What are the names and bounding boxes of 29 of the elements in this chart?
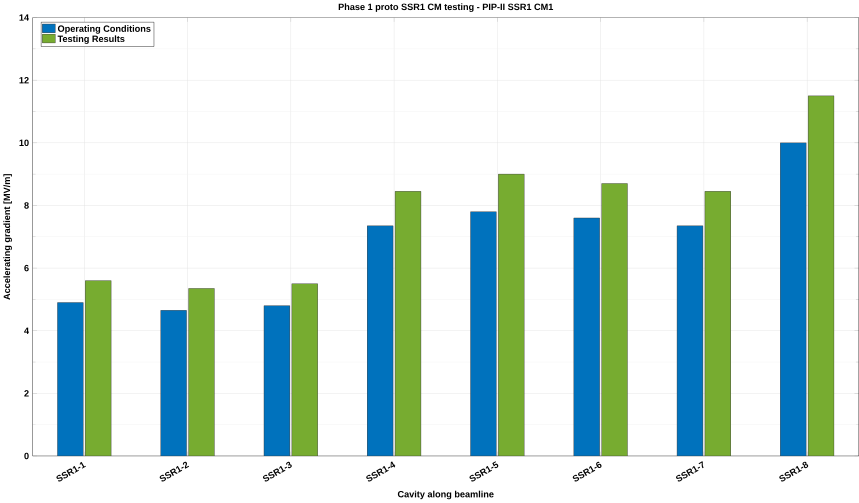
bar (264, 306, 290, 456)
bar (367, 226, 394, 456)
y-tick-label: 10 (19, 140, 29, 146)
bar (704, 191, 731, 456)
chart-title: Phase 1 proto SSR1 CM testing - PIP-II SSR1 CM1 (338, 4, 554, 12)
bar (188, 288, 215, 456)
bar (676, 226, 704, 456)
bar (780, 142, 806, 456)
y-tick-label: 6 (24, 265, 29, 272)
bar (601, 183, 628, 456)
bar (85, 280, 112, 456)
bar (808, 96, 834, 456)
y-tick-label: 12 (19, 77, 29, 84)
bar (57, 302, 84, 456)
bar (574, 218, 600, 456)
y-tick-label: 8 (24, 202, 29, 209)
bar (292, 284, 318, 456)
y-axis-title: Accelerating gradient [MV/m] (3, 174, 12, 300)
y-tick-label: 2 (24, 390, 29, 397)
x-axis-title: Cavity along beamline (398, 490, 494, 500)
bar (394, 191, 422, 456)
bar (160, 310, 187, 456)
y-tick-label: 4 (24, 328, 30, 334)
legend-label: Operating Conditions (58, 25, 151, 34)
bar (470, 212, 497, 456)
bar (498, 174, 524, 456)
legend-label: Testing Results (58, 36, 125, 44)
y-tick-label: 0 (24, 452, 29, 460)
y-tick-label: 14 (19, 14, 30, 21)
